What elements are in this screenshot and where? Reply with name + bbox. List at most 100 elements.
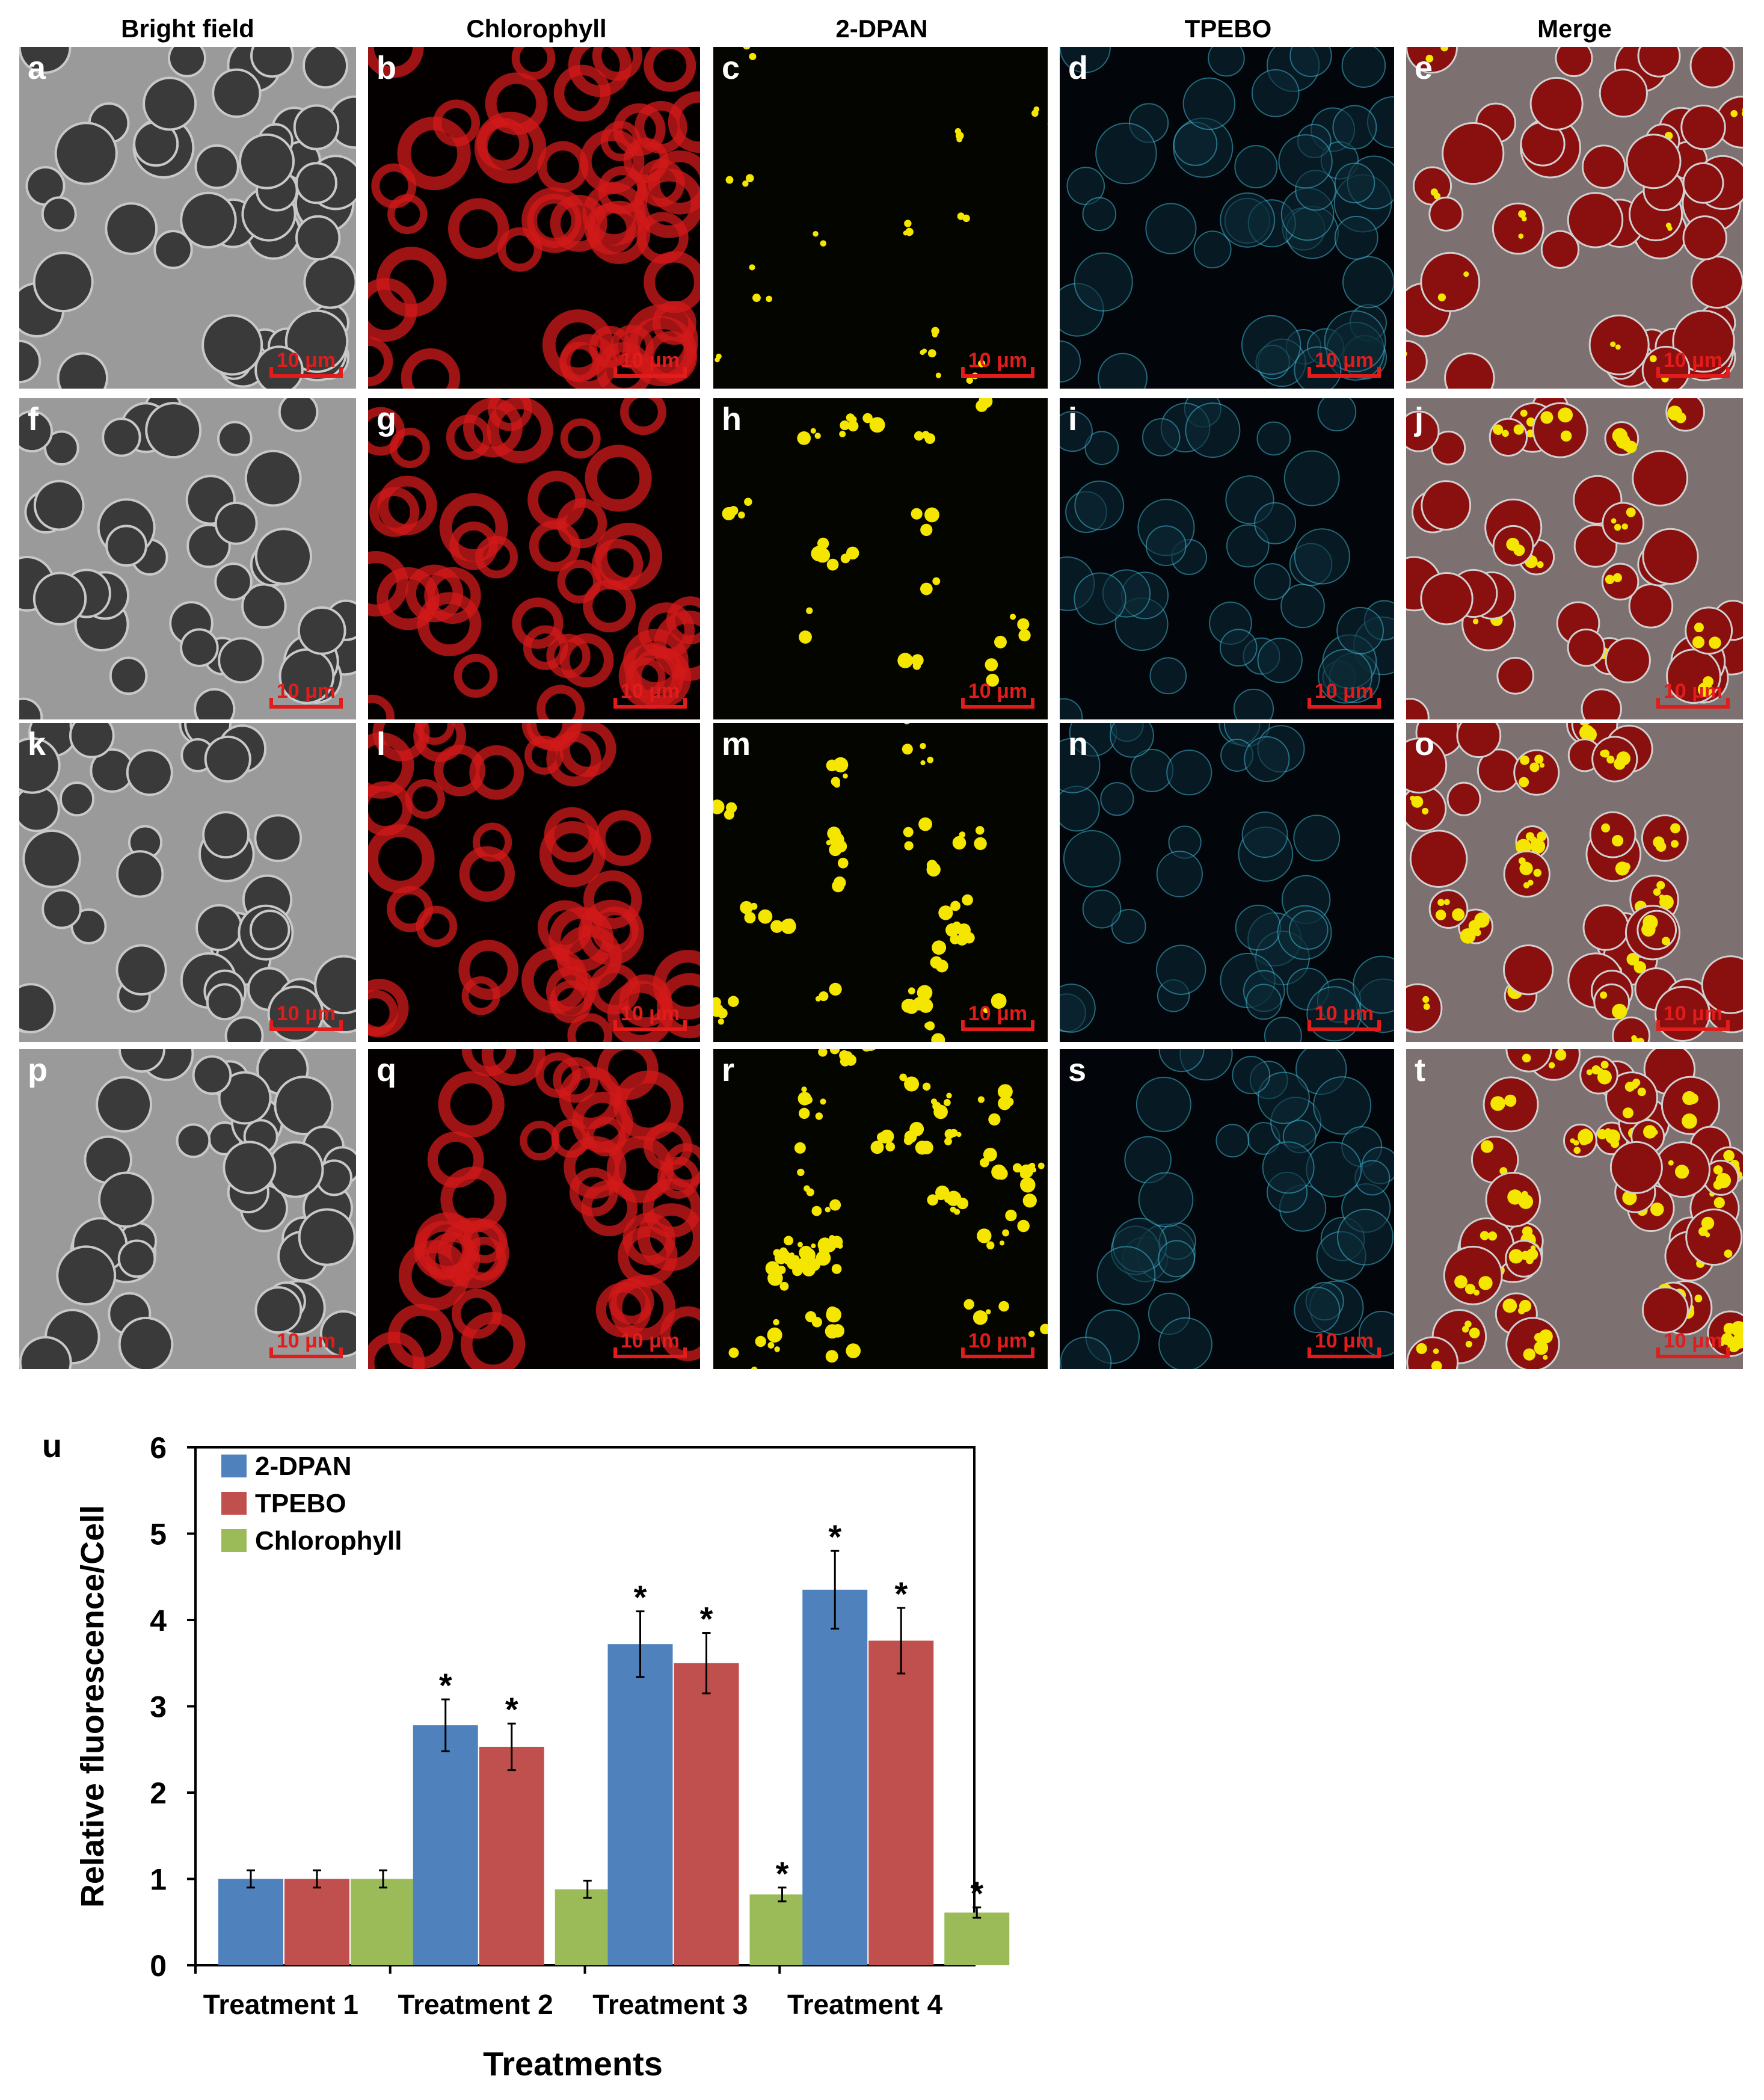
scale-bar-line xyxy=(961,367,1034,378)
micrograph-panel-o: o 10 μm xyxy=(1406,723,1743,1042)
micrograph-image-icon xyxy=(368,723,700,1042)
micrograph-panel-h: h 10 μm xyxy=(713,398,1048,719)
bar-chlorophyll-1 xyxy=(351,1879,416,1965)
scale-bar-line xyxy=(269,698,343,709)
legend-label-chlorophyll: Chlorophyll xyxy=(255,1526,402,1556)
micrograph-image-icon xyxy=(728,1049,1048,1369)
significance-asterisk: * xyxy=(505,1690,518,1728)
bar-tpebo-4 xyxy=(868,1640,934,1965)
scale-bar-label: 10 μm xyxy=(1314,1002,1374,1025)
scale-bar-label: 10 μm xyxy=(1663,349,1723,372)
scale-bar: 10 μm xyxy=(1308,1002,1381,1031)
scale-bar-label: 10 μm xyxy=(968,1329,1028,1352)
scale-bar-line xyxy=(1308,367,1381,378)
scale-bar-label: 10 μm xyxy=(276,1002,336,1025)
bar-chart-relative-fluorescence: u 0 1 2 3 4 5 6 Relative fluorescence/Cell Treatm… xyxy=(42,1428,1010,2083)
micrograph-image-icon xyxy=(1406,1049,1743,1369)
micrograph-panel-t: t 10 μm xyxy=(1406,1049,1743,1369)
scale-bar-line xyxy=(269,367,343,378)
micrograph-image-icon xyxy=(722,398,1031,687)
micrograph-panel-a: a 10 μm xyxy=(19,47,356,389)
panel-letter-d: d xyxy=(1068,50,1088,86)
micrograph-panel-f: f 10 μm xyxy=(19,398,356,719)
micrograph-image-icon xyxy=(19,723,356,1042)
scale-bar-line xyxy=(269,1020,343,1031)
scale-bar: 10 μm xyxy=(1308,349,1381,378)
panel-letter-h: h xyxy=(722,401,742,437)
scale-bar: 10 μm xyxy=(1656,680,1730,709)
panel-letter-j: j xyxy=(1415,401,1424,437)
micrograph-panel-s: s 10 μm xyxy=(1060,1049,1394,1369)
y-tick-label: 2 xyxy=(150,1776,167,1810)
scale-bar: 10 μm xyxy=(269,1329,343,1358)
scale-bar-label: 10 μm xyxy=(276,1329,336,1352)
micrograph-panel-j: j 10 μm xyxy=(1406,398,1743,719)
bar-2-dpan-1 xyxy=(218,1879,283,1965)
panel-letter-c: c xyxy=(722,50,740,86)
micrograph-panel-n: n 10 μm xyxy=(1060,723,1394,1042)
panel-letter-s: s xyxy=(1068,1052,1087,1088)
micrograph-panel-b: b 10 μm xyxy=(368,47,700,389)
micrograph-panel-k: k 10 μm xyxy=(19,723,356,1042)
significance-asterisk: * xyxy=(828,1518,841,1556)
scale-bar-line xyxy=(269,1347,343,1358)
scale-bar: 10 μm xyxy=(961,1002,1034,1031)
panel-letter-a: a xyxy=(28,50,46,86)
bar-tpebo-1 xyxy=(284,1879,349,1965)
legend-label-2-dpan: 2-DPAN xyxy=(255,1452,352,1481)
scale-bar-label: 10 μm xyxy=(276,349,336,372)
micrograph-panel-d: d 10 μm xyxy=(1060,47,1394,389)
scale-bar-line xyxy=(1308,1347,1381,1358)
scale-bar-line xyxy=(1308,1020,1381,1031)
micrograph-image-icon xyxy=(368,1049,700,1369)
scale-bar: 10 μm xyxy=(1656,1002,1730,1031)
scale-bar-label: 10 μm xyxy=(1314,680,1374,703)
scale-bar: 10 μm xyxy=(269,1002,343,1031)
x-tick-label: Treatment 4 xyxy=(787,1989,943,2020)
panel-letter-t: t xyxy=(1415,1052,1425,1088)
micrograph-panel-r: r 10 μm xyxy=(713,1049,1048,1369)
panel-letter-b: b xyxy=(376,50,396,86)
scale-bar: 10 μm xyxy=(961,680,1034,709)
column-header-bright-field: Bright field xyxy=(121,14,254,43)
scale-bar-label: 10 μm xyxy=(620,680,680,703)
scale-bar-line xyxy=(961,698,1034,709)
scale-bar-label: 10 μm xyxy=(968,349,1028,372)
scale-bar-line xyxy=(1308,698,1381,709)
micrograph-image-icon xyxy=(368,47,700,389)
y-tick-label: 4 xyxy=(150,1604,167,1637)
scale-bar: 10 μm xyxy=(1656,1329,1730,1358)
micrograph-image-icon xyxy=(1060,47,1394,389)
scale-bar-line xyxy=(1656,1347,1730,1358)
scale-bar-line xyxy=(613,1020,687,1031)
legend-swatch-tpebo xyxy=(221,1492,247,1515)
scale-bar-label: 10 μm xyxy=(276,680,336,703)
micrograph-image-icon xyxy=(1060,1049,1394,1369)
panel-letter-n: n xyxy=(1068,726,1088,762)
micrograph-image-icon xyxy=(1406,47,1743,389)
micrograph-image-icon xyxy=(19,47,356,389)
panel-letter-k: k xyxy=(28,726,46,762)
scale-bar: 10 μm xyxy=(269,680,343,709)
significance-asterisk: * xyxy=(894,1575,908,1613)
panel-letter-i: i xyxy=(1068,401,1078,437)
micrograph-image-icon xyxy=(19,398,356,719)
y-tick-label: 5 xyxy=(150,1518,167,1551)
micrograph-panel-q: q 10 μm xyxy=(368,1049,700,1369)
scale-bar-line xyxy=(613,1347,687,1358)
scale-bar-line xyxy=(613,367,687,378)
significance-asterisk: * xyxy=(776,1855,789,1892)
legend-swatch-2-dpan xyxy=(221,1455,247,1477)
scale-bar-line xyxy=(1656,1020,1730,1031)
micrograph-panel-c: c 10 μm xyxy=(713,47,1048,389)
micrograph-image-icon xyxy=(1060,723,1394,1042)
scale-bar: 10 μm xyxy=(1656,349,1730,378)
micrograph-image-icon xyxy=(1406,398,1743,719)
micrograph-image-icon xyxy=(1060,398,1394,719)
scale-bar-label: 10 μm xyxy=(620,1329,680,1352)
micrograph-panel-i: i 10 μm xyxy=(1060,398,1394,719)
significance-asterisk: * xyxy=(970,1874,983,1912)
scale-bar-label: 10 μm xyxy=(1663,1002,1723,1025)
panel-letter-f: f xyxy=(28,401,38,437)
x-tick-label: Treatment 2 xyxy=(398,1989,553,2020)
